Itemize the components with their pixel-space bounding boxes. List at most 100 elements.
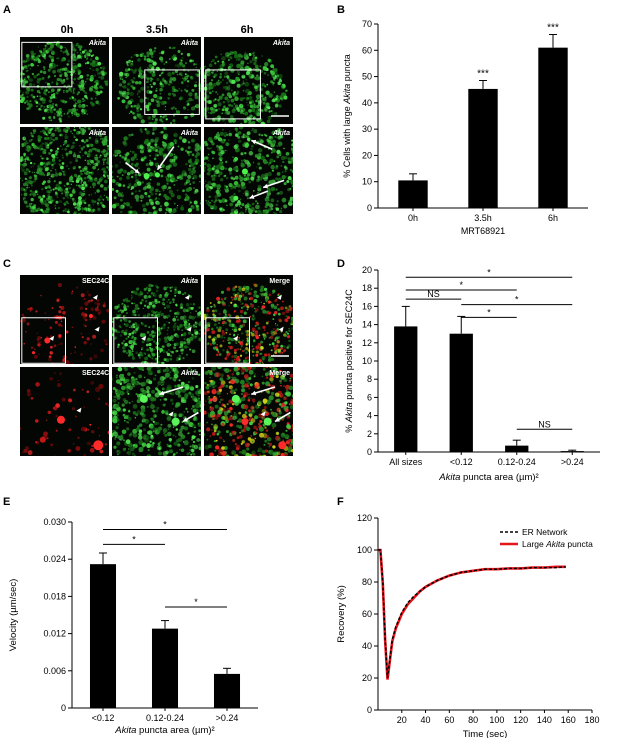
x-axis-title: Akita puncta area (µm)² <box>438 472 538 483</box>
micrograph-c-akita-zoom <box>111 366 202 457</box>
comparison-label: * <box>132 534 136 544</box>
micrograph-channel-label: Akita <box>180 370 198 377</box>
x-axis-title: Akita puncta area (µm)² <box>114 725 214 736</box>
x-tick-label: 0.12-0.24 <box>146 713 184 723</box>
x-tick-label: >0.24 <box>561 457 584 467</box>
panel-letter-f: F <box>337 496 344 508</box>
chart-b-cells-with-large-puncta: 0 10 20 30 40 50 60 70 0h 3.5h *** 6h *** MRT68921 % C… <box>342 19 588 236</box>
bar <box>398 180 428 208</box>
panel-letter-b: B <box>337 4 345 16</box>
series-line <box>378 548 566 680</box>
y-tick-label: 10 <box>362 356 372 366</box>
y-tick-label: 20 <box>362 150 372 160</box>
y-tick-label: 60 <box>362 609 372 619</box>
micrograph-c-merge <box>203 274 294 365</box>
y-tick-label: 30 <box>362 124 372 134</box>
micrograph-channel-label: SEC24C <box>82 278 110 285</box>
micrograph-c-sec24c-zoom <box>19 366 110 457</box>
timepoint-label-3-5h: 3.5h <box>145 24 168 36</box>
comparison-label: * <box>194 597 198 607</box>
significance-label: *** <box>477 69 489 80</box>
bar <box>560 451 584 452</box>
y-tick-label: 0 <box>61 703 66 713</box>
comparison-label: * <box>163 519 167 529</box>
micrograph-a-0h <box>19 36 110 125</box>
y-tick-label: 100 <box>357 545 372 555</box>
comparison-label: * <box>515 295 519 305</box>
micrograph-channel-label: Akita <box>180 278 198 285</box>
y-tick-label: 4 <box>367 411 372 421</box>
y-tick-label: 12 <box>362 338 372 348</box>
y-tick-label: 18 <box>362 283 372 293</box>
y-tick-label: 20 <box>362 265 372 275</box>
x-tick-label: 0.12-0.24 <box>498 457 536 467</box>
x-tick-label: 180 <box>584 715 599 725</box>
significance-label: *** <box>547 23 559 34</box>
legend-label: Large Akita puncta <box>522 539 593 549</box>
y-tick-label: 0.030 <box>43 517 66 527</box>
panel-letter-d: D <box>337 258 345 270</box>
comparison-label: * <box>487 267 491 277</box>
y-tick-label: 8 <box>367 374 372 384</box>
x-tick-label: 0h <box>408 213 418 223</box>
y-tick-label: 0.024 <box>43 554 66 564</box>
bar <box>89 564 117 708</box>
legend-label: ER Network <box>522 527 568 537</box>
x-tick-label: 160 <box>561 715 576 725</box>
y-tick-label: 0.006 <box>43 666 66 676</box>
y-tick-label: 50 <box>362 72 372 82</box>
timepoint-label-0h: 0h <box>60 24 74 36</box>
y-tick-label: 0 <box>367 447 372 457</box>
micrograph-a-6h <box>203 36 294 125</box>
x-tick-label: 80 <box>468 715 478 725</box>
panel-letter-a: A <box>3 4 11 16</box>
comparison-label: NS <box>538 419 551 429</box>
micrograph-channel-label: Akita <box>88 130 106 137</box>
micrograph-a-0h-zoom <box>19 126 110 215</box>
micrograph-a-6h-zoom <box>203 126 294 215</box>
bar <box>538 47 568 209</box>
micrograph-channel-label: Akita <box>272 130 290 137</box>
x-tick-label: 120 <box>513 715 528 725</box>
micrograph-channel-label: Akita <box>272 40 290 47</box>
bar <box>213 673 241 708</box>
chart-f-recovery: 0 20 40 60 80 100 120 20 40 60 80 100 120 140 160 180 ER… <box>336 513 600 738</box>
y-tick-label: 10 <box>362 177 372 187</box>
micrograph-channel-label: Akita <box>88 40 106 47</box>
chart-e-velocity: 0 0.006 0.012 0.018 0.024 0.030 <0.12 0.12-0.24… <box>8 517 258 736</box>
x-tick-label: 40 <box>421 715 431 725</box>
y-tick-label: 6 <box>367 392 372 402</box>
y-axis-title: % Cells with large Akita puncta <box>342 54 352 178</box>
x-tick-label: 20 <box>397 715 407 725</box>
bar <box>505 445 529 452</box>
x-tick-label: 6h <box>548 213 558 223</box>
y-tick-label: 60 <box>362 45 372 55</box>
x-tick-label: All sizes <box>389 457 423 467</box>
bar <box>394 326 418 452</box>
y-tick-label: 16 <box>362 301 372 311</box>
y-axis-title: % Akita puncta positive for SEC24C <box>344 289 354 433</box>
y-tick-label: 14 <box>362 320 372 330</box>
y-tick-label: 2 <box>367 429 372 439</box>
micrograph-channel-label: Merge <box>269 370 290 377</box>
micrograph-c-akita <box>111 274 202 365</box>
series-line <box>378 549 566 679</box>
micrograph-a-3-5h <box>111 36 202 125</box>
y-tick-label: 40 <box>362 641 372 651</box>
x-tick-label: >0.24 <box>216 713 239 723</box>
chart-d-sec24c-positive: 0 2 4 6 8 10 12 14 16 18 20 All sizes <0.12 0.12-0.24… <box>344 265 600 483</box>
y-tick-label: 70 <box>362 19 372 29</box>
x-tick-label: <0.12 <box>450 457 473 467</box>
y-axis-title: Recovery (%) <box>336 585 347 643</box>
y-tick-label: 0.012 <box>43 629 66 639</box>
x-axis-title: MRT68921 <box>461 226 505 236</box>
x-tick-label: <0.12 <box>92 713 115 723</box>
timepoint-label-6h: 6h <box>240 24 254 36</box>
y-axis-title: Velocity (µm/sec) <box>8 579 19 652</box>
bar <box>449 333 473 452</box>
comparison-label: * <box>487 307 491 317</box>
x-tick-label: 60 <box>444 715 454 725</box>
panel-letter-c: C <box>3 258 11 270</box>
y-tick-label: 20 <box>362 673 372 683</box>
comparison-label: NS <box>427 289 440 299</box>
